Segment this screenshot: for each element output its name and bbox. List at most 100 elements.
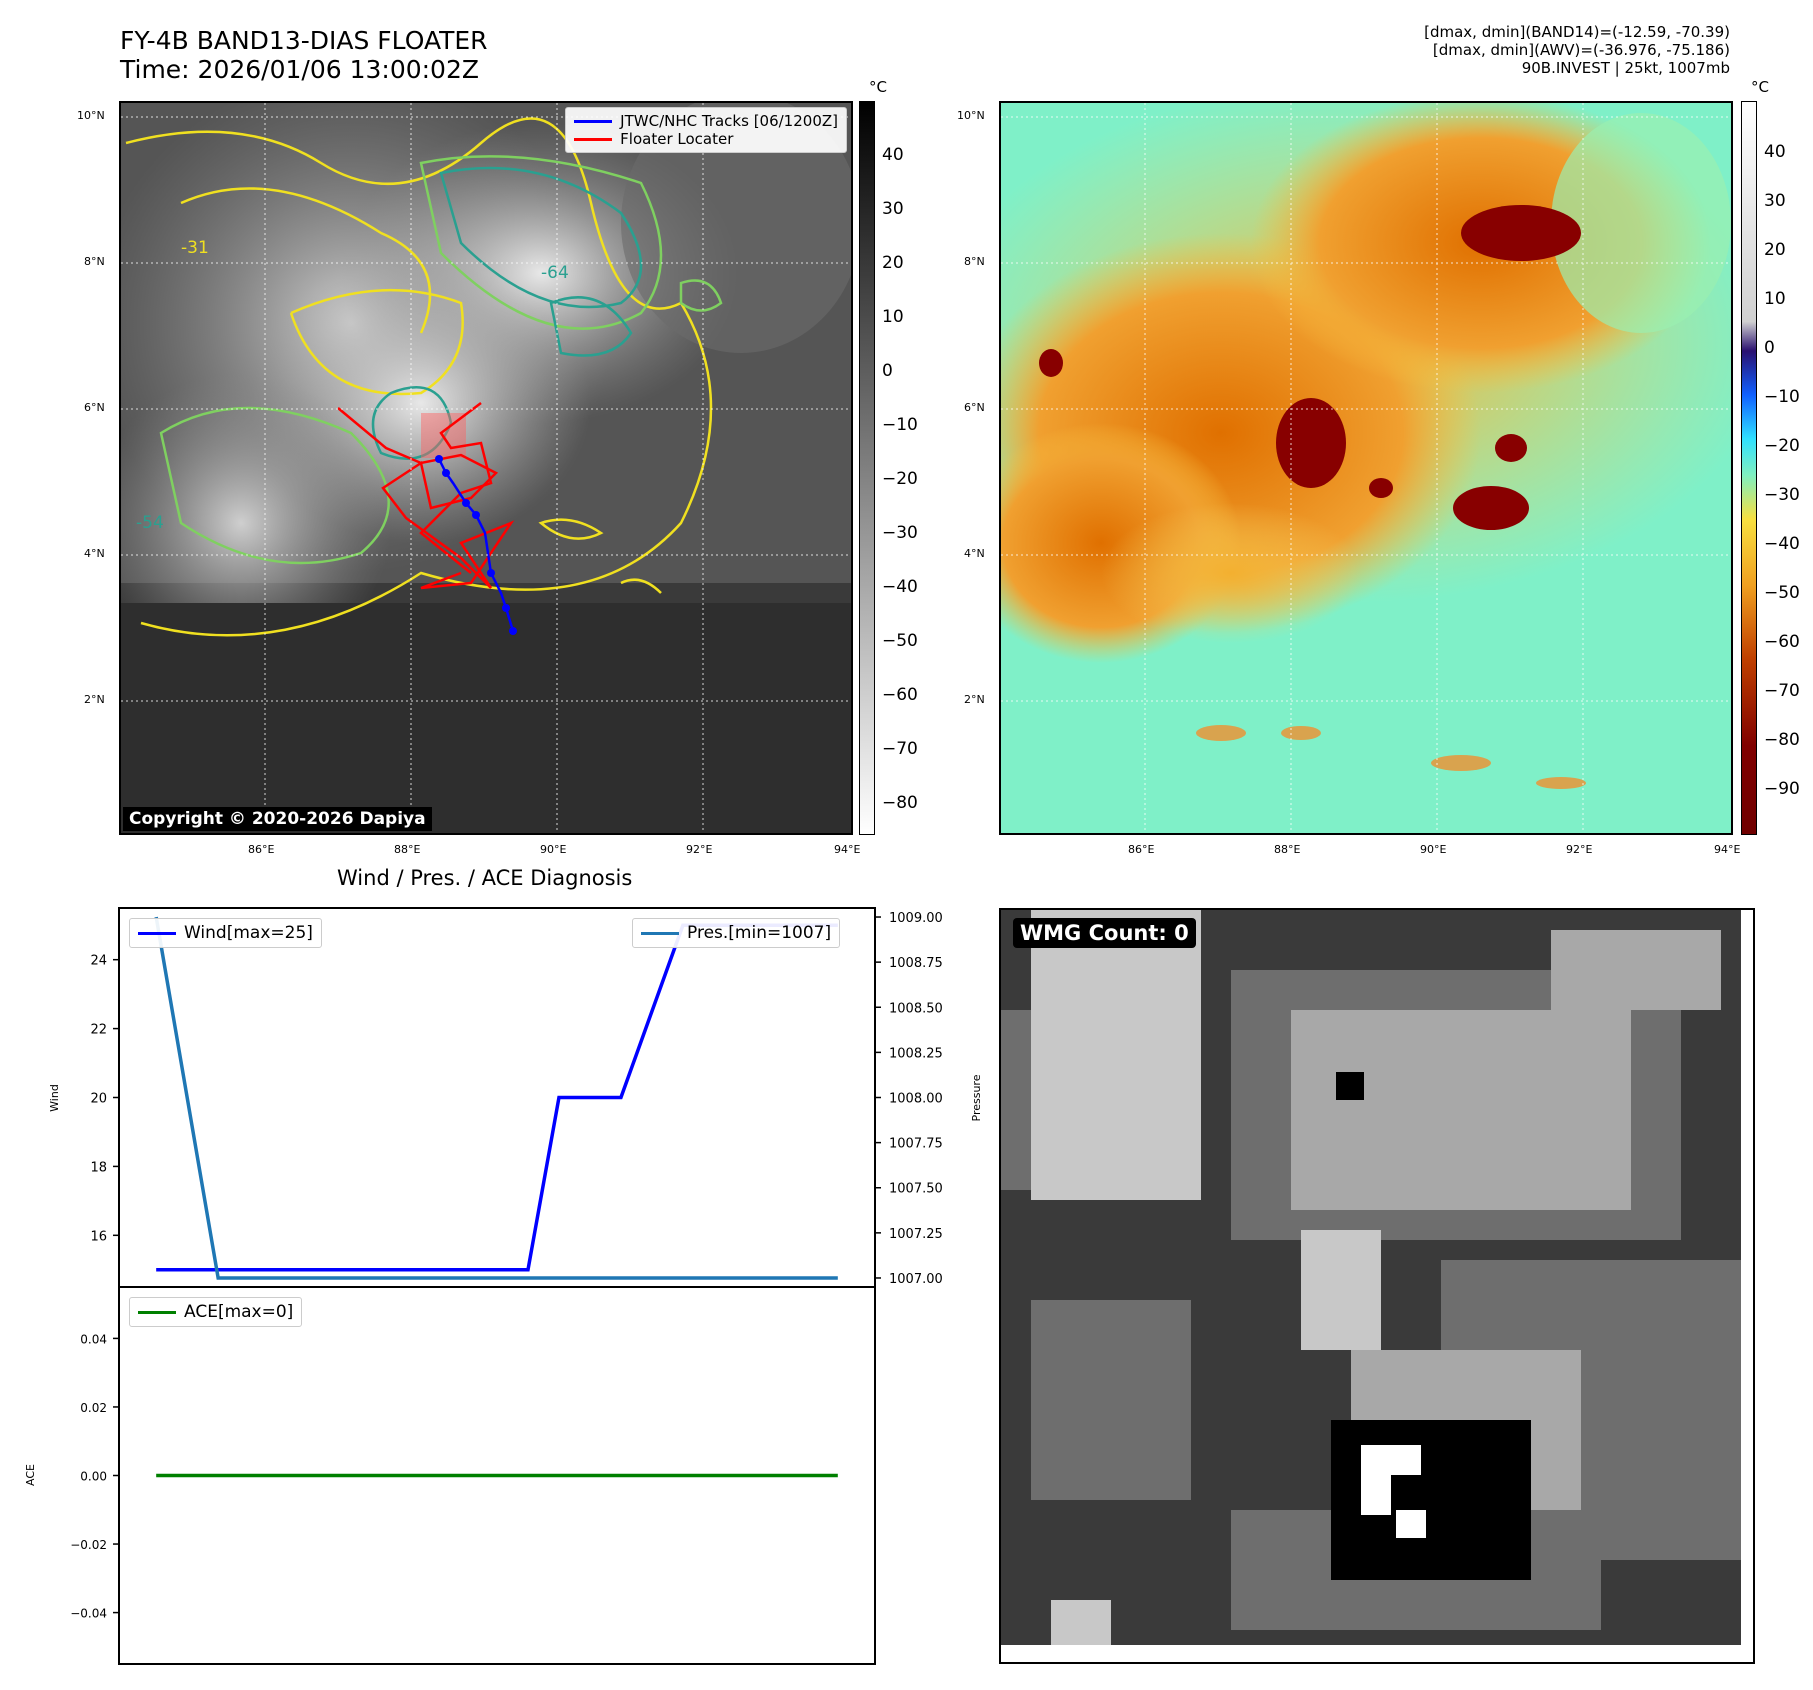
wind-tick-label: 22 (90, 1023, 107, 1038)
cb-tick: −80 (882, 793, 918, 813)
cb-tick: −10 (882, 415, 918, 435)
lon-tick: 94°E (1714, 843, 1741, 856)
pressure-tick-label: 1008.00 (889, 1092, 943, 1107)
cb-tick: 20 (882, 253, 904, 273)
colorbar1 (859, 101, 875, 835)
pressure-tick-label: 1008.75 (889, 956, 943, 971)
pressure-tick-label: 1007.25 (889, 1227, 943, 1242)
pressure-tick-label: 1009.00 (889, 911, 943, 926)
ace-legend-label: ACE[max=0] (184, 1302, 294, 1322)
lat-tick: 10°N (957, 109, 985, 122)
pressure-legend: Pres.[min=1007] (632, 918, 841, 948)
wind-tick-label: 24 (90, 954, 107, 969)
cb-tick: 40 (1764, 142, 1786, 162)
lon-tick: 92°E (1566, 843, 1593, 856)
wind-legend: Wind[max=25] (129, 918, 322, 948)
lon-tick: 90°E (1420, 843, 1447, 856)
title-line-2: Time: 2026/01/06 13:00:02Z (120, 55, 479, 84)
wmg-image (1001, 910, 1753, 1662)
pressure-series-line (154, 916, 838, 1280)
colorbar2-unit: °C (1751, 78, 1769, 96)
lon-tick: 88°E (394, 843, 421, 856)
info-line-1: [dmax, dmin](BAND14)=(-12.59, -70.39) (1424, 23, 1730, 41)
lat-tick: 8°N (84, 255, 105, 268)
pressure-tick-label: 1008.50 (889, 1001, 943, 1016)
ace-tick-label: −0.02 (70, 1538, 107, 1552)
chart-title: FY-4B BAND13-DIAS FLOATER Time: 2026/01/… (120, 26, 488, 84)
contour-label-31: -31 (181, 238, 209, 258)
lon-tick: 90°E (540, 843, 567, 856)
cb-tick: −20 (882, 469, 918, 489)
ace-tick-label: 0.04 (80, 1332, 107, 1346)
cb-tick: −40 (882, 577, 918, 597)
pressure-tick-label: 1007.50 (889, 1182, 943, 1197)
title-line-1: FY-4B BAND13-DIAS FLOATER (120, 26, 488, 55)
copyright-label: Copyright © 2020-2026 Dapiya (123, 807, 432, 831)
cb-tick: −50 (1764, 583, 1800, 603)
awv-map-panel (999, 101, 1733, 835)
track-legend-swatch (574, 120, 613, 123)
wind-axis-label: Wind (48, 1084, 61, 1112)
cb-tick: −60 (1764, 632, 1800, 652)
ace-legend-swatch (138, 1310, 176, 1314)
contour-label-64: -64 (541, 263, 569, 283)
track-legend-label: JTWC/NHC Tracks [06/1200Z] (620, 112, 838, 130)
ace-tick-label: −0.04 (70, 1607, 107, 1621)
cb-tick: −70 (882, 739, 918, 759)
ir-map-image: -31 -64 -54 (121, 103, 851, 833)
cb-tick: −60 (882, 685, 918, 705)
info-line-2: [dmax, dmin](AWV)=(-36.976, -75.186) (1432, 41, 1730, 59)
pressure-legend-swatch (641, 931, 679, 935)
pressure-tick-label: 1007.75 (889, 1137, 943, 1152)
lat-tick: 4°N (84, 547, 105, 560)
colorbar2 (1741, 101, 1757, 835)
info-line-3: 90B.INVEST | 25kt, 1007mb (1521, 59, 1730, 77)
cb-tick: −80 (1764, 730, 1800, 750)
lon-tick: 94°E (834, 843, 861, 856)
wind-tick-label: 20 (90, 1092, 107, 1107)
wind-legend-label: Wind[max=25] (184, 923, 313, 943)
ace-axis-label: ACE (24, 1464, 37, 1486)
lat-tick: 2°N (84, 693, 105, 706)
cb-tick: −90 (1764, 779, 1800, 799)
cb-tick: 0 (882, 361, 893, 381)
cb-tick: −70 (1764, 681, 1800, 701)
contour-label-54: -54 (136, 513, 164, 533)
cb-tick: −30 (882, 523, 918, 543)
cb-tick: −50 (882, 631, 918, 651)
lat-tick: 10°N (77, 109, 105, 122)
cb-tick: 40 (882, 145, 904, 165)
cb-tick: 10 (882, 307, 904, 327)
lat-tick: 2°N (964, 693, 985, 706)
info-header: [dmax, dmin](BAND14)=(-12.59, -70.39) [d… (1424, 23, 1730, 77)
pressure-legend-label: Pres.[min=1007] (687, 923, 832, 943)
ace-tick-label: 0.02 (80, 1401, 107, 1415)
locater-legend-label: Floater Locater (620, 130, 734, 148)
cb-tick: 0 (1764, 338, 1775, 358)
wind-legend-swatch (138, 931, 176, 935)
colorbar1-unit: °C (869, 78, 887, 96)
lon-tick: 86°E (248, 843, 275, 856)
lat-tick: 4°N (964, 547, 985, 560)
locater-legend-swatch (574, 138, 613, 141)
pressure-axis-label: Pressure (970, 1074, 983, 1121)
lat-tick: 6°N (84, 401, 105, 414)
cb-tick: 30 (882, 199, 904, 219)
cb-tick: −30 (1764, 485, 1800, 505)
wmg-count-badge: WMG Count: 0 (1013, 918, 1196, 948)
cb-tick: 30 (1764, 191, 1786, 211)
cb-tick: −20 (1764, 436, 1800, 456)
lat-tick: 6°N (964, 401, 985, 414)
ir-map-panel: -31 -64 -54 JTWC/NHC Tracks [06/1200Z] F… (119, 101, 853, 835)
cb-tick: −10 (1764, 387, 1800, 407)
diag-title: Wind / Pres. / ACE Diagnosis (337, 866, 633, 890)
lon-tick: 92°E (686, 843, 713, 856)
lon-tick: 86°E (1128, 843, 1155, 856)
lat-tick: 8°N (964, 255, 985, 268)
wind-tick-label: 16 (90, 1229, 107, 1244)
cb-tick: −40 (1764, 534, 1800, 554)
awv-map-image (1001, 103, 1731, 833)
cb-tick: 10 (1764, 289, 1786, 309)
pressure-tick-label: 1008.25 (889, 1046, 943, 1061)
ace-legend: ACE[max=0] (129, 1297, 303, 1327)
